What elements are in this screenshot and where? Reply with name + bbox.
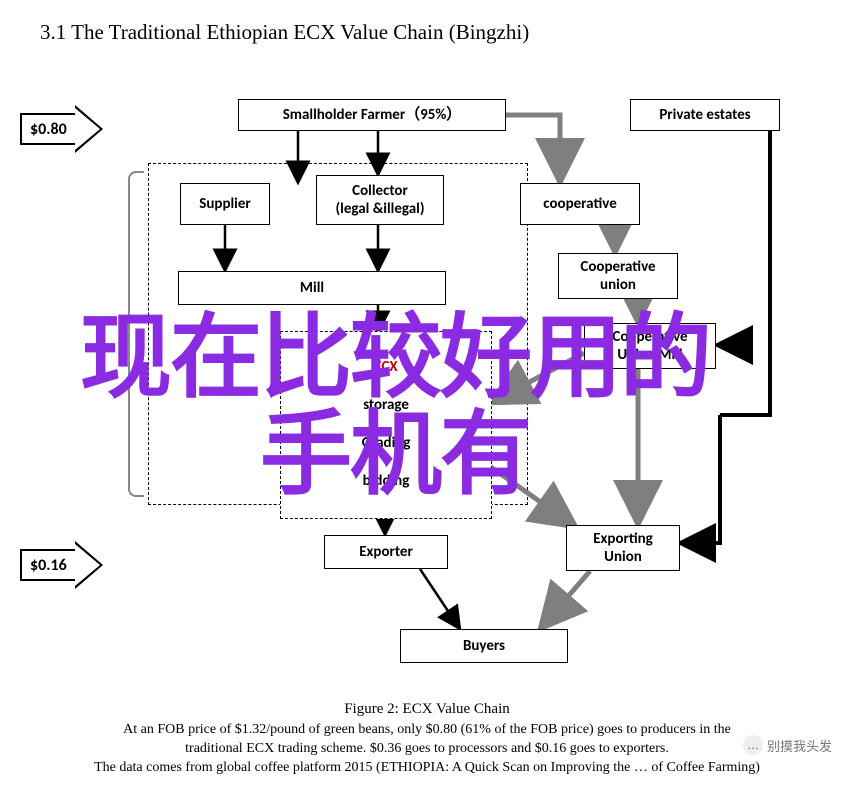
caption-line2: traditional ECX trading scheme. $0.36 go… bbox=[30, 740, 824, 759]
ecx-line-0: ECX bbox=[374, 358, 397, 378]
ecx-line-2: Grading bbox=[362, 434, 411, 454]
ecx-line-3: bidding bbox=[363, 472, 410, 492]
node-buyers: Buyers bbox=[400, 629, 568, 663]
caption-fig-title: Figure 2: ECX Value Chain bbox=[30, 699, 824, 719]
node-farmer: Smallholder Farmer（95%） bbox=[238, 99, 506, 131]
price-label-1: $0.16 bbox=[20, 549, 75, 581]
node-exporter: Exporter bbox=[324, 535, 448, 569]
watermark-icon: … bbox=[743, 735, 763, 755]
price-arrowhead-0 bbox=[75, 105, 103, 153]
caption-line1: At an FOB price of $1.32/pound of green … bbox=[30, 721, 824, 740]
node-private: Private estates bbox=[630, 99, 780, 131]
price-arrowhead-1 bbox=[75, 541, 103, 589]
price-arrow-0: $0.80 bbox=[20, 105, 103, 153]
node-mill: Mill bbox=[178, 271, 446, 305]
node-expunion: Exporting Union bbox=[566, 525, 680, 571]
ecx-box: ECX storage Grading bidding bbox=[280, 331, 492, 519]
watermark: … 别摸我头发 bbox=[743, 735, 832, 755]
node-coopunion: Cooperative union bbox=[558, 253, 678, 299]
section-title: 3.1 The Traditional Ethiopian ECX Value … bbox=[40, 20, 834, 45]
value-chain-diagram: $0.80 $0.16 Smallhol bbox=[20, 75, 840, 695]
node-collector: Collector (legal &illegal) bbox=[316, 175, 444, 225]
figure-caption: Figure 2: ECX Value Chain At an FOB pric… bbox=[20, 699, 834, 778]
watermark-text: 别摸我头发 bbox=[767, 736, 832, 755]
node-cooperative: cooperative bbox=[520, 183, 640, 225]
node-supplier: Supplier bbox=[180, 183, 270, 225]
price-arrow-1: $0.16 bbox=[20, 541, 103, 589]
ecx-line-1: storage bbox=[363, 396, 409, 416]
node-coopmill: Cooperative Union Mill bbox=[584, 323, 716, 369]
bracket bbox=[128, 171, 144, 497]
price-label-0: $0.80 bbox=[20, 113, 75, 145]
caption-line3: The data comes from global coffee platfo… bbox=[30, 759, 824, 778]
